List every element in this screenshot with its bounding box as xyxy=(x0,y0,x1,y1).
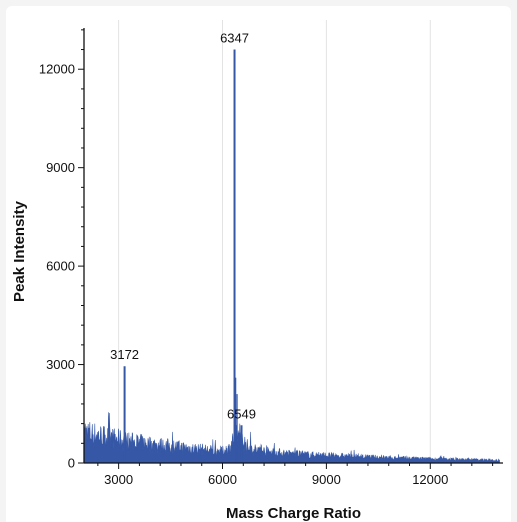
spectrum-series xyxy=(83,397,500,464)
x-tick-label: 9000 xyxy=(312,472,341,487)
y-tick-label: 6000 xyxy=(46,259,75,274)
x-tick-label: 12000 xyxy=(412,472,448,487)
peak-label: 3172 xyxy=(110,347,139,362)
mass-spectrum-chart: 0 3000 6000 9000 12000 3000 6000 9000 12000 3172 6… xyxy=(11,20,503,522)
x-tick-label: 3000 xyxy=(104,472,133,487)
peak-label: 6347 xyxy=(220,31,249,46)
grid-layer xyxy=(118,20,431,463)
peak-label: 6549 xyxy=(227,406,256,421)
data-layer xyxy=(83,49,500,464)
y-tick-label: 9000 xyxy=(46,160,75,175)
x-axis-title: Mass Charge Ratio xyxy=(226,505,361,522)
x-tick-label: 6000 xyxy=(208,472,237,487)
y-tick-label: 0 xyxy=(68,456,75,471)
chart-panel: 0 3000 6000 9000 12000 3000 6000 9000 12000 3172 6… xyxy=(6,6,511,522)
label-layer: 0 3000 6000 9000 12000 3000 6000 9000 12000 3172 6… xyxy=(39,31,449,487)
y-tick-label: 12000 xyxy=(39,62,75,77)
axis-layer xyxy=(78,28,503,469)
y-axis-title: Peak Intensity xyxy=(11,200,28,302)
y-tick-label: 3000 xyxy=(46,357,75,372)
